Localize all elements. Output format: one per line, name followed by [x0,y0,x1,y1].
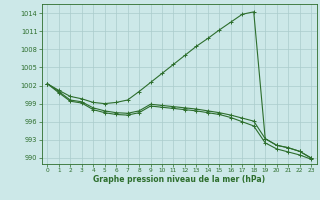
X-axis label: Graphe pression niveau de la mer (hPa): Graphe pression niveau de la mer (hPa) [93,175,265,184]
